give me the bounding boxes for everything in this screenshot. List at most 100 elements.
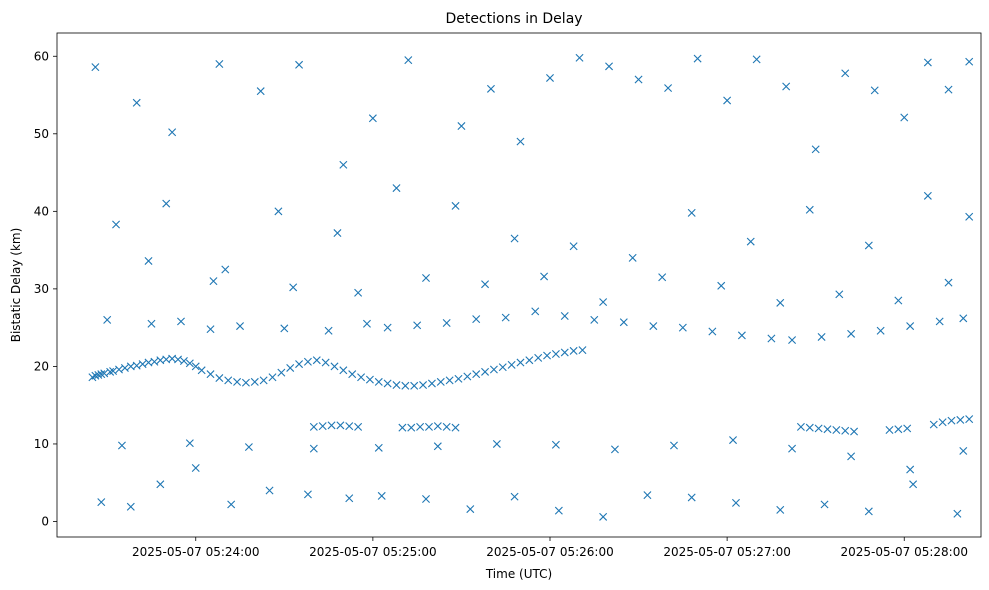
- data-point: [120, 363, 129, 372]
- data-point: [811, 145, 820, 154]
- data-point: [176, 317, 185, 326]
- data-point: [303, 357, 312, 366]
- data-point: [569, 346, 578, 355]
- data-point: [265, 486, 274, 495]
- data-point: [365, 375, 374, 384]
- data-point: [788, 444, 797, 453]
- data-point: [472, 315, 481, 324]
- data-point: [318, 422, 327, 431]
- y-tick-label: 50: [34, 127, 49, 141]
- data-point: [410, 381, 419, 390]
- data-point: [91, 371, 100, 380]
- y-tick-label: 30: [34, 282, 49, 296]
- y-tick-label: 0: [41, 514, 49, 528]
- data-point: [339, 160, 348, 169]
- data-point: [457, 122, 466, 131]
- data-point: [929, 420, 938, 429]
- data-point: [156, 480, 165, 489]
- data-point: [422, 495, 430, 503]
- data-point: [244, 443, 253, 452]
- data-point: [185, 359, 194, 368]
- data-point: [658, 273, 667, 282]
- data-point: [357, 373, 366, 382]
- data-point: [147, 319, 156, 328]
- data-point: [115, 365, 123, 374]
- data-point: [436, 377, 445, 386]
- data-point: [191, 362, 200, 371]
- data-point: [847, 329, 856, 338]
- y-axis-label: Bistatic Delay (km): [9, 228, 23, 343]
- data-point: [324, 326, 333, 335]
- data-point: [767, 334, 776, 343]
- data-point: [678, 323, 687, 332]
- data-point: [442, 422, 451, 431]
- data-point: [492, 439, 501, 448]
- x-tick-label: 2025-05-07 05:25:00: [309, 545, 436, 559]
- data-point: [209, 277, 218, 286]
- data-point: [776, 298, 785, 307]
- data-point: [599, 298, 608, 307]
- data-point: [112, 220, 121, 229]
- data-point: [374, 377, 383, 386]
- data-point: [554, 506, 563, 515]
- data-point: [634, 75, 643, 84]
- data-point: [445, 376, 454, 385]
- data-point: [498, 363, 507, 372]
- data-point: [820, 500, 829, 509]
- data-point: [174, 355, 183, 364]
- data-point: [599, 512, 608, 521]
- data-point: [731, 498, 740, 507]
- data-point: [404, 56, 413, 65]
- y-tick-label: 40: [34, 204, 49, 218]
- data-point: [138, 360, 147, 369]
- data-point: [289, 283, 298, 292]
- data-point: [206, 370, 215, 379]
- data-point: [94, 370, 103, 379]
- data-point: [132, 98, 141, 107]
- data-point: [354, 288, 363, 297]
- x-tick-label: 2025-05-07 05:28:00: [841, 545, 968, 559]
- data-point: [687, 208, 696, 217]
- data-point: [416, 422, 425, 431]
- data-point: [424, 422, 433, 431]
- data-point: [185, 439, 194, 448]
- data-point: [619, 318, 628, 327]
- data-point: [956, 415, 965, 424]
- data-point: [100, 369, 109, 378]
- data-point: [345, 422, 354, 431]
- data-point: [944, 85, 953, 94]
- data-point: [516, 358, 525, 367]
- data-point: [489, 365, 498, 374]
- data-point: [277, 368, 286, 377]
- data-point: [327, 421, 336, 430]
- data-point: [551, 350, 560, 358]
- x-tick-label: 2025-05-07 05:24:00: [132, 545, 259, 559]
- data-point: [870, 86, 879, 95]
- data-point: [965, 415, 974, 424]
- data-point: [454, 374, 463, 383]
- data-point: [236, 322, 245, 331]
- data-point: [507, 360, 516, 369]
- data-point: [894, 425, 903, 434]
- data-point: [525, 356, 534, 365]
- data-point: [531, 307, 540, 316]
- data-point: [900, 113, 909, 122]
- data-point: [805, 205, 814, 214]
- data-point: [150, 357, 159, 366]
- data-point: [345, 494, 354, 503]
- data-point: [168, 128, 177, 137]
- data-point: [546, 73, 554, 82]
- data-point: [575, 53, 584, 62]
- data-point: [383, 379, 392, 388]
- data-point: [362, 319, 371, 328]
- data-point: [717, 281, 726, 290]
- data-point: [268, 373, 277, 382]
- data-point: [551, 440, 560, 449]
- data-point: [959, 314, 968, 323]
- data-point: [560, 312, 569, 321]
- x-axis-ticks: 2025-05-07 05:24:00 2025-05-07 05:25:00 20…: [132, 537, 968, 559]
- data-point: [909, 480, 918, 489]
- data-point: [944, 278, 953, 287]
- data-point: [823, 425, 832, 434]
